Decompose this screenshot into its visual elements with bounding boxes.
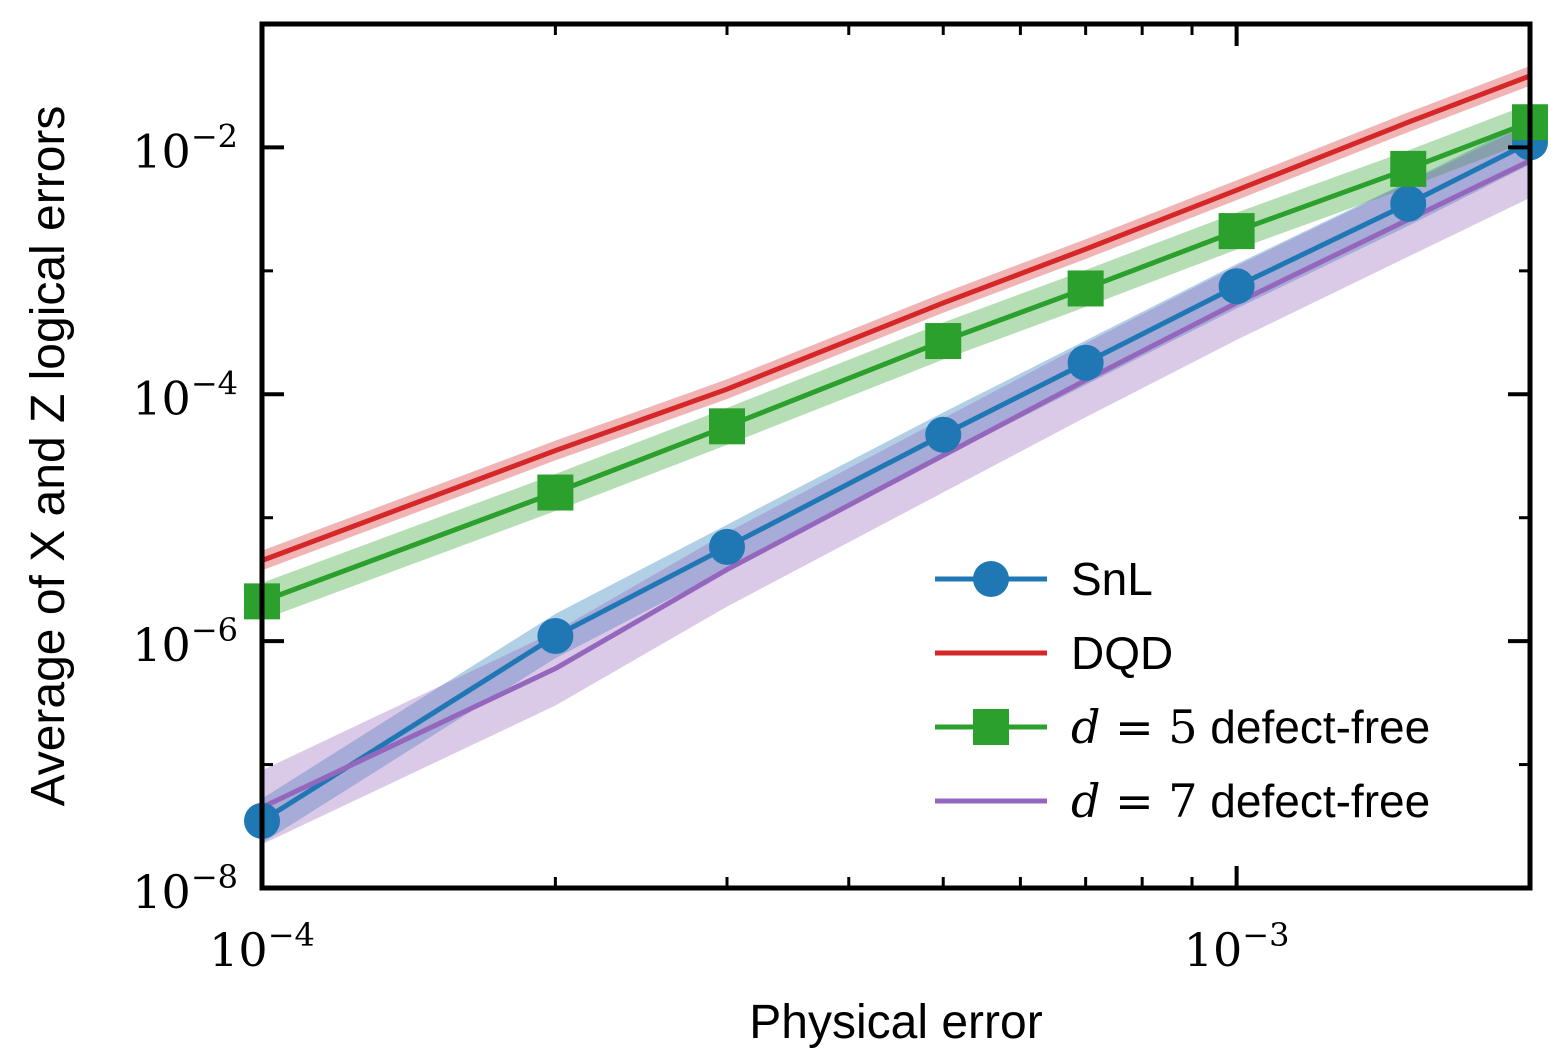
tick-base: 10 [132, 865, 191, 919]
legend-label-snl: SnL [1071, 553, 1153, 605]
legend-label-part: d [1071, 774, 1100, 828]
legend-label-part: = 7 [1100, 774, 1197, 828]
series-lines [260, 73, 1532, 823]
x-axis-label: Physical error [749, 996, 1042, 1049]
line-dqd [261, 73, 1531, 563]
band-d-7-defect-free [262, 123, 1530, 845]
legend-label-part: defect-free [1198, 775, 1431, 827]
y-tick-label: 10−4 [132, 364, 238, 425]
y-tick-label: 10−6 [132, 611, 238, 672]
tick-base: 10 [132, 618, 191, 672]
tick-exponent: −2 [191, 117, 238, 155]
legend-marker-snl [973, 561, 1009, 597]
line-snl [260, 140, 1532, 823]
marker-d-5-defect-free [1390, 150, 1427, 187]
tick-base: 10 [132, 371, 191, 425]
tick-base: 10 [132, 124, 191, 178]
legend-marker-d-5-defect-free [973, 709, 1009, 745]
y-tick-label: 10−2 [132, 117, 238, 178]
legend-label-part: d [1071, 700, 1100, 754]
marker-snl [1218, 268, 1255, 305]
line-d-7-defect-free [260, 158, 1532, 810]
x-tick-label: 10−4 [209, 916, 315, 977]
series-markers [244, 104, 1548, 839]
legend-label-part: = 5 [1100, 700, 1197, 754]
tick-exponent: −4 [191, 364, 238, 402]
tick-exponent: −3 [1242, 916, 1289, 954]
marker-snl [1390, 185, 1427, 222]
legend-label-part: DQD [1071, 627, 1173, 679]
axis-ticks [260, 22, 1532, 890]
tick-exponent: −4 [268, 916, 315, 954]
marker-snl [709, 528, 746, 565]
tick-base: 10 [209, 923, 268, 977]
marker-snl [537, 618, 574, 655]
tick-base: 10 [1184, 923, 1243, 977]
marker-d-5-defect-free [709, 408, 746, 445]
tick-exponent: −6 [191, 611, 238, 649]
legend-label-part: SnL [1071, 553, 1153, 605]
marker-d-5-defect-free [925, 323, 962, 360]
marker-d-5-defect-free [537, 474, 574, 511]
x-tick-label: 10−3 [1184, 916, 1290, 977]
legend-label-dqd: DQD [1071, 627, 1173, 679]
line-d-5-defect-free [261, 119, 1531, 604]
legend-label-d-7-defect-free: d = 7 defect-free [1071, 774, 1430, 828]
marker-d-5-defect-free [1067, 270, 1104, 307]
legend-label-part: defect-free [1198, 701, 1431, 753]
marker-d-5-defect-free [1218, 213, 1255, 250]
y-tick-label: 10−8 [132, 858, 238, 919]
tick-exponent: −8 [191, 858, 238, 896]
axis-tick-labels: 10−810−610−410−210−4 10−3 [132, 117, 1289, 977]
legend-label-d-5-defect-free: d = 5 defect-free [1071, 700, 1430, 754]
marker-snl [925, 416, 962, 453]
marker-snl [1067, 344, 1104, 381]
y-axis-label: Average of X and Z logical errors [22, 106, 75, 807]
plot-frame [259, 21, 1533, 891]
